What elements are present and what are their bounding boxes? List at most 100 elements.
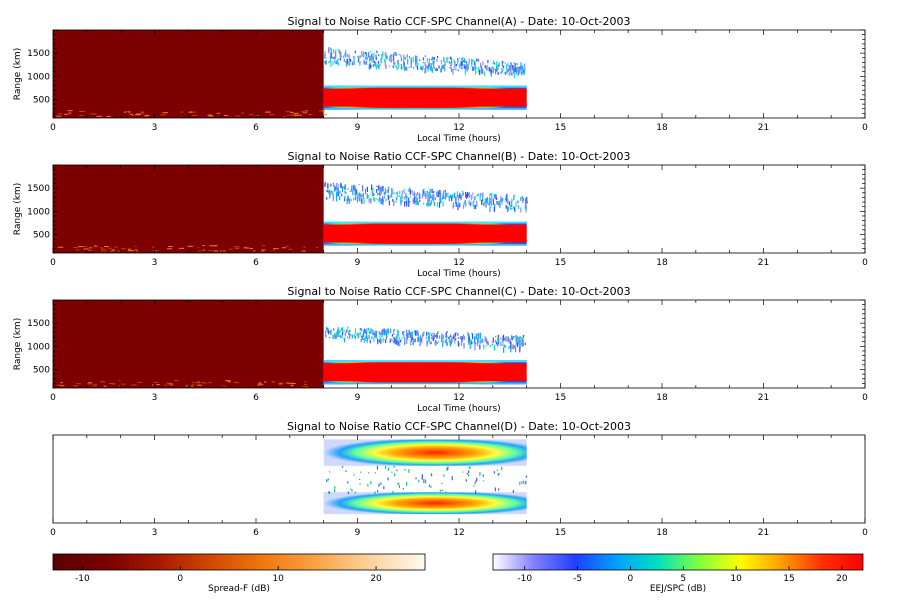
echo-dot (415, 477, 417, 480)
echo-dot (436, 59, 438, 62)
echo-dot (474, 342, 477, 344)
echo-dot (437, 202, 439, 208)
spreadf-speckle (94, 245, 97, 247)
echo-dot (426, 340, 428, 345)
spreadf-speckle (269, 114, 275, 116)
echo-dot (515, 67, 517, 69)
spreadf-speckle (209, 245, 214, 247)
echo-dot (341, 465, 344, 469)
spreadf-speckle (134, 249, 138, 251)
spreadf-speckle (152, 384, 155, 386)
echo-dot (490, 200, 492, 206)
echo-dot (410, 196, 412, 198)
spreadf-speckle (258, 382, 262, 384)
spreadf-speckle (302, 385, 309, 387)
echo-dot (448, 341, 451, 344)
echo-dot (344, 190, 346, 194)
spreadf-speckle (243, 246, 247, 248)
echo-dot (324, 53, 326, 59)
spreadf-speckle (227, 381, 231, 383)
echo-dot (389, 55, 391, 59)
y-axis-label: Range (km) (13, 183, 23, 235)
echo-dot (379, 332, 381, 336)
echo-dot (492, 337, 494, 343)
colorbar-ejet-tick-label: 0 (628, 574, 634, 584)
upper-band (323, 439, 527, 466)
echo-dot (449, 340, 451, 347)
echo-dot (341, 186, 344, 193)
spreadf-speckle (292, 382, 296, 384)
echo-dot (513, 196, 515, 201)
echo-dot (399, 340, 401, 347)
echo-dot (395, 201, 397, 203)
x-tick-label: 15 (555, 258, 566, 268)
echo-dot (508, 346, 510, 350)
echo-dot (431, 188, 433, 193)
echo-dot (433, 190, 435, 194)
echo-dot (422, 194, 424, 197)
x-tick-label: 3 (152, 258, 158, 268)
echo-dot (450, 56, 452, 60)
echo-dot (479, 339, 481, 344)
echo-dot (498, 472, 500, 475)
echo-dot (398, 195, 401, 197)
echo-dot (444, 63, 446, 67)
echo-dot (494, 62, 496, 65)
echo-dot (422, 61, 425, 64)
echo-dot (392, 490, 394, 495)
echo-dot (501, 344, 503, 346)
x-tick-label: 12 (453, 258, 464, 268)
echo-dot (368, 328, 370, 331)
echo-dot (363, 51, 365, 58)
echo-dot (489, 206, 491, 213)
echo-dot (376, 185, 378, 188)
echo-dot (422, 65, 424, 69)
spreadf-speckle (142, 113, 145, 115)
spreadf-speckle (152, 250, 159, 252)
echo-dot (498, 342, 500, 344)
echo-dot (505, 72, 507, 76)
echo-dot (512, 346, 514, 350)
echo-dot (428, 195, 430, 197)
echo-dot (409, 189, 412, 195)
echo-dot (380, 482, 382, 485)
echo-dot (507, 336, 510, 343)
echo-dot (361, 328, 363, 332)
echo-dot (336, 182, 338, 189)
echo-dot (452, 204, 454, 209)
echo-dot (457, 195, 459, 198)
echo-dot (346, 336, 349, 339)
x-tick-label: 0 (50, 393, 56, 403)
echo-dot (457, 195, 460, 201)
echo-dot (503, 344, 505, 347)
echo-dot (374, 472, 377, 474)
echo-dot (334, 486, 336, 489)
echo-dot (453, 59, 455, 64)
spreadf-speckle (163, 384, 168, 386)
echo-dot (516, 66, 518, 69)
echo-dot (331, 192, 333, 195)
echo-dot (473, 62, 476, 66)
echo-dot (412, 338, 414, 342)
x-axis-label: Local Time (hours) (417, 134, 500, 144)
echo-dot (507, 207, 509, 211)
echo-dot (366, 193, 368, 195)
echo-dot (510, 62, 512, 66)
spreadf-speckle (225, 380, 231, 382)
echo-dot (447, 192, 449, 198)
echo-dot (436, 55, 439, 59)
spreadf-speckle (128, 111, 131, 113)
echo-dot (520, 340, 522, 342)
echo-dot (369, 339, 371, 344)
spreadf-speckle (215, 245, 218, 247)
echo-dot (517, 67, 520, 72)
echo-dot (354, 328, 357, 335)
echo-dot (385, 56, 387, 60)
echo-dot (384, 194, 386, 196)
spreadf-speckle (128, 250, 134, 252)
echo-dot (337, 327, 339, 332)
ejet-band-core (323, 88, 527, 107)
ejet-band-core (323, 363, 527, 382)
echo-dot (363, 330, 365, 334)
